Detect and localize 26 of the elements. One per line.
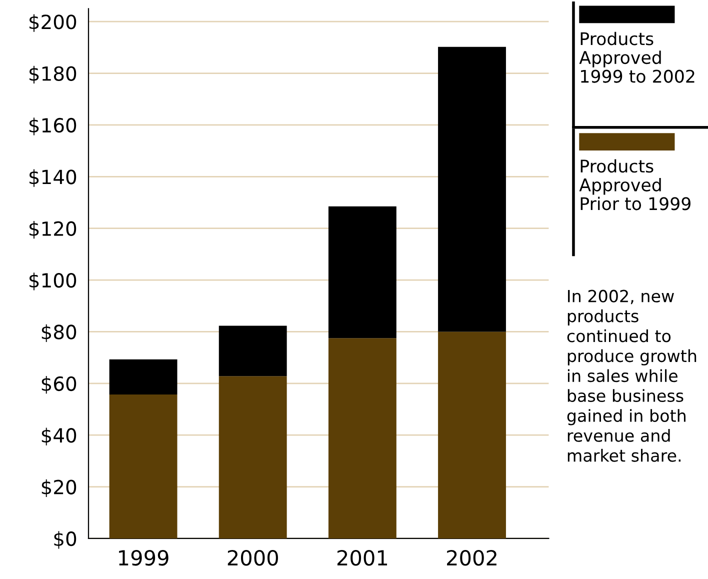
bar bbox=[328, 206, 396, 338]
text: Products Approved 1999 to 2002 bbox=[579, 32, 694, 83]
bar bbox=[328, 338, 396, 538]
y-tick-label: $40 bbox=[42, 428, 76, 446]
y-tick-label: $60 bbox=[42, 376, 76, 394]
y-tick-label: $140 bbox=[30, 169, 76, 187]
y-tick-label: $0 bbox=[54, 531, 76, 549]
x-tick-label: 2002 bbox=[447, 550, 496, 566]
bar bbox=[109, 394, 178, 538]
y-tick-label: $200 bbox=[30, 14, 76, 32]
y-tick-label: $180 bbox=[30, 66, 76, 84]
y-tick-label: $80 bbox=[42, 324, 76, 342]
x-tick-label: 2001 bbox=[337, 550, 388, 566]
text: In 2002, new products continued to produce growth in sales while base business gained in both revenue and market share. bbox=[567, 290, 696, 462]
y-tick-label: $120 bbox=[30, 220, 76, 239]
y-tick-label: $160 bbox=[30, 118, 76, 136]
y-tick-label: $20 bbox=[42, 479, 76, 498]
text: Products Approved Prior to 1999 bbox=[579, 159, 690, 210]
y-tick-label: $100 bbox=[30, 272, 76, 290]
bar bbox=[438, 332, 506, 538]
bar bbox=[438, 46, 506, 332]
bar bbox=[218, 376, 287, 538]
x-tick-label: 2000 bbox=[228, 550, 278, 566]
x-tick-label: 1999 bbox=[119, 550, 168, 566]
bar bbox=[218, 326, 287, 376]
bar bbox=[109, 359, 178, 395]
